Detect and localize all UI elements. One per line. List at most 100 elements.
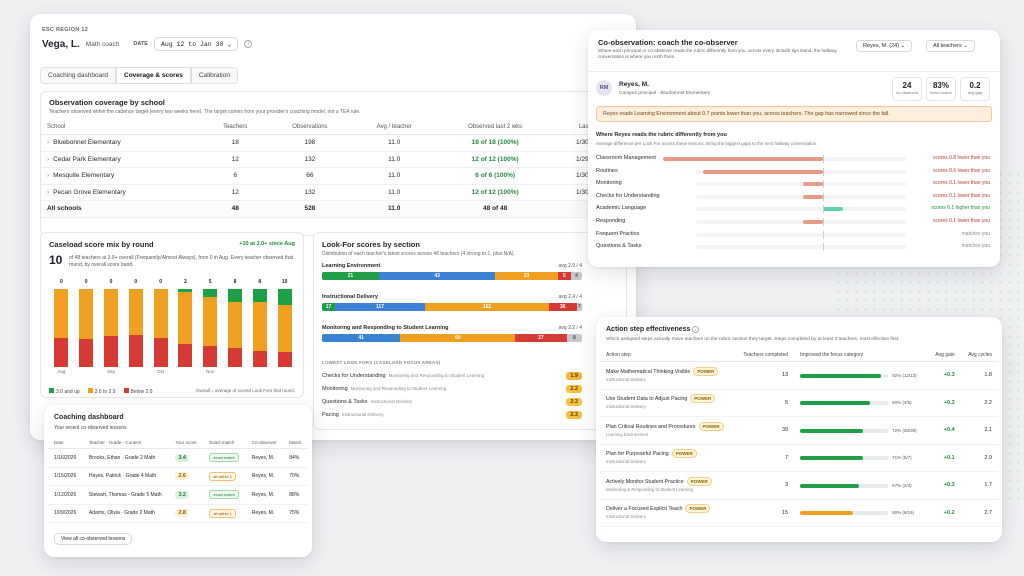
action-step-name: Deliver a Focused Explicit Teach	[606, 506, 683, 513]
bar-segment	[79, 289, 94, 340]
coach-role: Math coach	[85, 40, 120, 48]
table-cell: Stewart, Thomas · Grade 5 Math	[82, 485, 170, 505]
chevron-right-icon: ›	[47, 139, 50, 147]
teachers-completed: 7	[734, 444, 795, 472]
table-cell: 3.4	[169, 448, 204, 468]
info-icon[interactable]: i	[244, 40, 253, 48]
table-row[interactable]: Use Student Data to Adjust Pacing POWER In…	[600, 389, 998, 417]
table-cell: 11.0	[352, 200, 437, 218]
section-avg: avg 2.9 / 4	[558, 263, 582, 269]
improved-cell: 67% (2/3)	[794, 471, 928, 500]
table-row[interactable]: 1/12/2026 Stewart, Thomas · Grade 5 Math 3…	[48, 485, 308, 505]
view-all-button[interactable]: View all co-observed lessons	[54, 533, 133, 545]
action-step-cell: Actively Monitor Student Practice POWER Mo…	[600, 471, 735, 500]
center-line	[823, 205, 824, 214]
stacked-bar: 21 43 23 5 4	[322, 272, 582, 280]
action-desc: Which assigned steps actually move teach…	[606, 337, 900, 342]
bar-top-label: 0	[134, 279, 138, 285]
focus-item[interactable]: Pacing Instructional Delivery 2.3	[322, 408, 582, 421]
bar-segment	[153, 337, 168, 367]
improved-label: 60% (9/15)	[892, 510, 915, 516]
teacher-filter-select[interactable]: All teachers ⌄	[926, 40, 975, 52]
score-badge: 2.6	[175, 472, 189, 481]
table-cell: 18	[202, 134, 268, 152]
table-row[interactable]: Make Mathematical Thinking Visible POWER I…	[600, 361, 998, 390]
improved-label: 92% (12/13)	[892, 372, 917, 378]
focus-item[interactable]: Checks for Understanding Monitoring and R…	[322, 369, 582, 382]
caseload-legend: 3.0 and up 2.0 to 2.9 Below 2.0	[49, 388, 152, 395]
bar-segment	[252, 350, 267, 367]
observer-select[interactable]: Reyes, M. (24) ⌄	[856, 40, 913, 52]
gap-alert: Reyes reads Learning Environment about 0…	[596, 106, 992, 122]
table-row[interactable]: Actively Monitor Student Practice POWER Mo…	[600, 471, 998, 500]
focus-list: Checks for Understanding Monitoring and R…	[322, 369, 582, 421]
lookfor-name: Questions & Tasks	[596, 243, 642, 250]
table-row[interactable]: Plan Critical Routines and Procedures POW…	[600, 416, 998, 445]
focus-item[interactable]: Monitoring Monitoring and Responding to S…	[322, 382, 582, 395]
stat-box: 0.2 avg gap	[960, 77, 990, 101]
avg-gain: +0.4	[927, 416, 961, 445]
column-header: Avg cycles	[960, 349, 998, 362]
table-cell: 6	[202, 167, 268, 185]
bar-segment: 7	[576, 303, 582, 311]
table-cell: 48	[202, 200, 268, 218]
table-row[interactable]: 1/09/2026 Adams, Olivia · Grade 2 Math 2.8…	[48, 504, 308, 523]
bar-segment: 21	[322, 272, 379, 280]
bar-segment	[228, 289, 242, 302]
main-dashboard-card: ESC REGION 12 Vega, L. Math coach DATE A…	[30, 14, 636, 440]
chevron-down-icon: ⌄	[963, 43, 968, 49]
center-line	[823, 217, 824, 226]
bar-segment: 60	[400, 334, 516, 342]
lookfor-desc: Distribution of each teacher's latest sc…	[322, 251, 515, 257]
table-row[interactable]: › Mesquite Elementary 6 66 11.0 6 of 6 (100%)…	[41, 167, 627, 185]
table-row[interactable]: › Bluebonnet Elementary 18 198 11.0 18 of 18 …	[41, 134, 627, 152]
lookfor-name: Classroom Management	[596, 155, 656, 161]
table-row[interactable]: › Pecan Grove Elementary 12 132 11.0 12 of 12…	[41, 184, 627, 201]
avg-cycles: 2.9	[960, 444, 998, 472]
table-row[interactable]: Plan for Purposeful Pacing POWER Instructi…	[600, 444, 998, 472]
observer-stats: 24 co-observed 83% exact match 0.2 avg gap	[892, 77, 990, 101]
diff-text: scores 0.1 lower than you	[933, 217, 990, 224]
lookfor-name: Responding	[596, 217, 626, 224]
column-header: Match	[283, 437, 308, 449]
table-cell: Reyes, M.	[245, 448, 284, 468]
bar-segment: 23	[495, 272, 558, 280]
tab-calibration[interactable]: Calibration	[190, 67, 238, 84]
focus-label: Monitoring Monitoring and Responding to S…	[322, 386, 446, 392]
table-row[interactable]: 1/15/2026 Hayes, Patrick · Grade 4 Math 2.…	[48, 467, 308, 486]
focus-name: Pacing	[322, 411, 339, 418]
lookfor-name: Checks for Understanding	[596, 192, 660, 199]
date-range-select[interactable]: Aug 12 to Jan 30 ⌄	[153, 37, 239, 51]
center-line	[823, 180, 824, 189]
tab-coaching-dashboard[interactable]: Coaching dashboard	[40, 67, 116, 84]
info-icon[interactable]: i	[692, 326, 700, 333]
tab-coverage-scores[interactable]: Coverage & scores	[116, 67, 191, 84]
teachers-completed: 13	[734, 361, 795, 390]
match-badge: exact match	[209, 490, 239, 500]
focus-title: LOWEST LOOK FORS (CASELOAD FOCUS AREAS)	[322, 360, 441, 365]
action-step-cell: Deliver a Focused Explicit Teach POWER Ins…	[600, 499, 735, 527]
lookfor-sections: Learning Environment avg 2.9 / 4 21 43 23 5 4 I…	[322, 263, 582, 356]
center-line	[823, 155, 824, 163]
bar-segment: 161	[425, 303, 549, 311]
improved-bar	[800, 401, 889, 406]
table-cell: 88%	[283, 485, 308, 505]
table-row[interactable]: Deliver a Focused Explicit Teach POWER Ins…	[600, 499, 998, 527]
table-row[interactable]: › Cedar Park Elementary 12 132 11.0 12 of 12 …	[41, 151, 627, 168]
action-step-category: Learning Environment	[606, 431, 649, 437]
lookfor-name: Routines	[596, 167, 618, 174]
table-cell: 11.0	[352, 167, 437, 185]
avg-cycles: 1.8	[960, 361, 998, 390]
improved-label: 80% (4/5)	[892, 400, 912, 406]
table-cell: 11.0	[352, 134, 437, 152]
table-cell: All schools	[41, 200, 203, 218]
diff-track	[696, 219, 906, 224]
diff-bar	[803, 194, 823, 199]
table-cell: 70%	[283, 467, 308, 486]
focus-item[interactable]: Questions & Tasks Instructional Delivery 2…	[322, 395, 582, 408]
diff-text: scores 0.1 higher than you	[931, 205, 990, 212]
coverage-title: Observation coverage by school	[49, 98, 165, 107]
column-header: Observations	[267, 120, 353, 135]
table-row[interactable]: 1/16/2026 Brooks, Ethan · Grade 2 Math 3.4…	[48, 448, 308, 468]
stat-box: 83% exact match	[926, 77, 956, 101]
